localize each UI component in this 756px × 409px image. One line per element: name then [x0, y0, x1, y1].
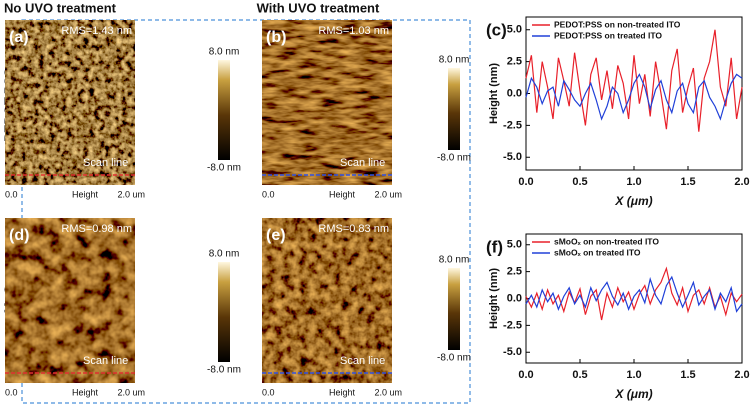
x-tick-label: 0.0	[518, 369, 533, 381]
data-line	[525, 29, 743, 132]
panel-label: (e)	[266, 227, 286, 244]
column-header: With UVO treatment	[257, 0, 380, 15]
x-tick-label: 0.0	[518, 176, 533, 188]
rms-label: RMS=0.83 nm	[318, 223, 389, 235]
colorbar-min: -8.0 nm	[437, 353, 471, 364]
scan-label: Scan line	[340, 157, 385, 169]
afm-image	[262, 20, 392, 185]
y-tick-label: 2.5	[507, 266, 522, 278]
y-tick-label: -5.0	[503, 151, 522, 163]
panel-label: (f)	[486, 237, 503, 256]
y-axis-title: Height (nm)	[488, 268, 500, 329]
legend-label: PEDOT:PSS on non-treated ITO	[554, 19, 681, 29]
afm-axis-end: 2.0 um	[374, 387, 402, 397]
scan-label: Scan line	[340, 355, 385, 367]
colorbar-max: 8.0 nm	[439, 55, 470, 66]
x-axis-title: X (μm)	[614, 194, 652, 208]
panel-label: (b)	[266, 29, 286, 46]
panel-label: (c)	[486, 20, 507, 39]
colorbar-max: 8.0 nm	[439, 255, 470, 266]
x-tick-label: 1.0	[626, 176, 641, 188]
panel-label: (a)	[9, 29, 29, 46]
column-header: No UVO treatment	[4, 0, 117, 15]
x-tick-label: 2.0	[734, 369, 749, 381]
x-axis-title: X (μm)	[614, 387, 652, 401]
afm-image	[262, 218, 392, 383]
x-tick-label: 1.0	[626, 369, 641, 381]
legend-label: sMoOₓ on treated ITO	[554, 247, 641, 257]
colorbar-max: 8.0 nm	[209, 249, 240, 260]
colorbar-max: 8.0 nm	[209, 47, 240, 58]
rms-label: RMS=0.98 nm	[61, 223, 132, 235]
y-tick-label: -5.0	[503, 346, 522, 358]
y-tick-label: 5.0	[507, 239, 522, 251]
colorbar-min: -8.0 nm	[207, 163, 241, 174]
afm-axis-mid: Height	[72, 189, 99, 199]
x-tick-label: 1.5	[680, 176, 695, 188]
panel-label: (d)	[9, 227, 29, 244]
colorbar	[218, 262, 230, 362]
afm-axis-start: 0.0	[262, 189, 275, 199]
colorbar	[448, 68, 460, 150]
colorbar-min: -8.0 nm	[207, 365, 241, 376]
x-tick-label: 0.5	[572, 369, 587, 381]
y-tick-label: 2.5	[507, 56, 522, 68]
y-tick-label: 0.0	[507, 292, 522, 304]
rms-label: RMS=1.03 nm	[318, 25, 389, 37]
data-line	[525, 275, 743, 313]
legend-label: sMoOₓ on non-treated ITO	[554, 236, 659, 246]
colorbar	[218, 60, 230, 160]
y-tick-label: 0.0	[507, 87, 522, 99]
y-tick-label: 5.0	[507, 24, 522, 36]
x-tick-label: 1.5	[680, 369, 695, 381]
afm-axis-end: 2.0 um	[374, 189, 402, 199]
colorbar	[448, 268, 460, 350]
afm-axis-start: 0.0	[5, 189, 18, 199]
x-tick-label: 0.5	[572, 176, 587, 188]
legend-label: PEDOT:PSS on treated ITO	[554, 30, 662, 40]
x-tick-label: 2.0	[734, 176, 749, 188]
afm-axis-start: 0.0	[5, 387, 18, 397]
afm-axis-end: 2.0 um	[117, 189, 145, 199]
y-axis-title: Height (nm)	[488, 63, 500, 124]
afm-axis-mid: Height	[72, 387, 99, 397]
colorbar-min: -8.0 nm	[437, 153, 471, 164]
afm-axis-end: 2.0 um	[117, 387, 145, 397]
group-box	[21, 19, 471, 404]
y-tick-label: -2.5	[503, 119, 522, 131]
data-line	[525, 266, 743, 321]
afm-axis-start: 0.0	[262, 387, 275, 397]
afm-image	[5, 218, 135, 383]
y-tick-label: -2.5	[503, 319, 522, 331]
afm-axis-mid: Height	[329, 387, 356, 397]
scan-label: Scan line	[83, 355, 128, 367]
afm-image	[5, 20, 135, 185]
scan-label: Scan line	[83, 157, 128, 169]
afm-axis-mid: Height	[329, 189, 356, 199]
data-line	[525, 73, 743, 121]
rms-label: RMS=1.43 nm	[61, 25, 132, 37]
